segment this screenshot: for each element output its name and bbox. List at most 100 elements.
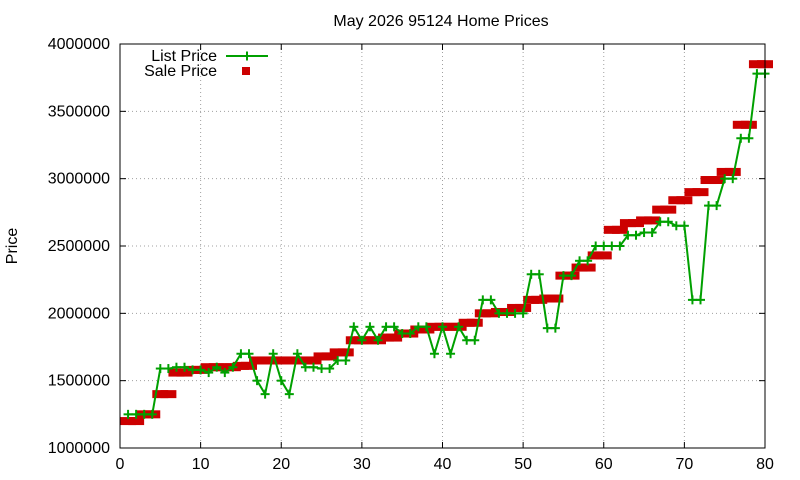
list-price-point bbox=[276, 376, 286, 386]
y-axis-label: Price bbox=[4, 228, 21, 265]
sale-price-point bbox=[740, 120, 757, 129]
list-price-point bbox=[349, 322, 359, 332]
sale-price-point bbox=[684, 188, 701, 197]
legend-entry-list-price: List Price bbox=[151, 48, 268, 65]
sale-price-point bbox=[515, 303, 532, 312]
chart-title: May 2026 95124 Home Prices bbox=[333, 13, 548, 30]
sale-price-point bbox=[708, 176, 725, 185]
list-price-point bbox=[736, 133, 746, 143]
sale-price-point bbox=[305, 356, 322, 365]
list-price-point bbox=[333, 355, 343, 365]
sale-price-point bbox=[200, 363, 217, 372]
sale-price-point bbox=[168, 368, 185, 377]
list-price-point bbox=[131, 409, 141, 419]
sale-price-point bbox=[700, 176, 717, 185]
list-price-point bbox=[196, 365, 206, 375]
list-price-point bbox=[300, 362, 310, 372]
sale-price-point bbox=[571, 263, 588, 272]
list-price-point bbox=[397, 329, 407, 339]
y-tick-label: 2000000 bbox=[48, 305, 110, 322]
sale-price-point bbox=[232, 361, 249, 370]
sale-price-point bbox=[676, 196, 693, 205]
sale-price-point bbox=[241, 361, 257, 370]
sale-price-point bbox=[611, 225, 628, 234]
sale-price-point bbox=[289, 356, 306, 365]
list-price-point bbox=[615, 241, 625, 251]
list-price-point bbox=[534, 269, 544, 279]
list-price-point bbox=[679, 221, 689, 231]
sale-price-point bbox=[426, 322, 443, 331]
list-price-point bbox=[284, 389, 294, 399]
x-tick-label: 40 bbox=[434, 456, 452, 473]
y-tick-label: 2500000 bbox=[48, 238, 110, 255]
sale-price-point bbox=[724, 167, 741, 176]
series-list-price bbox=[123, 69, 770, 419]
sale-price-point bbox=[595, 251, 612, 260]
list-price-point bbox=[752, 69, 762, 79]
sale-price-point bbox=[345, 336, 362, 345]
x-tick-label: 30 bbox=[353, 456, 371, 473]
sale-price-point bbox=[128, 417, 145, 426]
y-tick-label: 4000000 bbox=[48, 36, 110, 53]
list-price-point bbox=[567, 271, 576, 281]
list-price-point bbox=[599, 241, 609, 251]
y-tick-label: 1500000 bbox=[48, 373, 110, 390]
sale-price-point bbox=[273, 356, 290, 365]
list-price-point bbox=[671, 221, 681, 231]
list-price-point bbox=[147, 409, 157, 419]
list-price-point bbox=[607, 241, 617, 251]
list-price-point bbox=[647, 228, 657, 238]
list-price-point bbox=[518, 308, 528, 318]
legend-label: List Price bbox=[151, 48, 217, 65]
list-price-point bbox=[317, 364, 327, 374]
list-price-point bbox=[180, 362, 189, 372]
list-price-point bbox=[244, 349, 254, 359]
list-price-point bbox=[687, 295, 697, 305]
list-price-point bbox=[228, 362, 238, 372]
sale-price-point bbox=[361, 336, 378, 345]
list-price-point bbox=[155, 364, 165, 374]
sale-price-point bbox=[442, 322, 459, 331]
sale-price-point bbox=[482, 309, 499, 318]
sale-price-point bbox=[732, 120, 749, 129]
sale-price-point bbox=[386, 333, 403, 342]
list-price-point bbox=[663, 217, 673, 227]
list-price-point bbox=[413, 322, 423, 332]
list-price-point bbox=[631, 230, 641, 240]
list-price-point bbox=[494, 308, 504, 318]
list-price-point bbox=[325, 364, 335, 374]
list-price-point bbox=[728, 174, 738, 184]
sale-price-point bbox=[337, 348, 354, 357]
sale-price-point bbox=[531, 295, 548, 304]
list-price-point bbox=[462, 335, 472, 345]
list-price-point bbox=[558, 271, 568, 281]
list-price-point bbox=[389, 322, 399, 332]
sale-price-point bbox=[579, 263, 596, 272]
list-price-point bbox=[591, 241, 601, 251]
y-tick-label: 3500000 bbox=[48, 103, 110, 120]
list-price-point bbox=[252, 376, 262, 386]
list-price-point bbox=[712, 201, 722, 211]
list-price-point bbox=[365, 322, 375, 332]
list-price-point bbox=[260, 389, 270, 399]
sale-price-point bbox=[507, 303, 524, 312]
list-price-point bbox=[704, 201, 714, 211]
sale-price-point bbox=[652, 205, 669, 214]
x-tick-label: 0 bbox=[116, 456, 125, 473]
sale-price-point bbox=[466, 318, 483, 327]
sale-price-point bbox=[603, 225, 620, 234]
y-tick-label: 1000000 bbox=[48, 440, 110, 457]
list-price-point bbox=[583, 256, 593, 266]
x-tick-label: 10 bbox=[192, 456, 210, 473]
list-price-point bbox=[486, 295, 496, 305]
list-price-point bbox=[542, 323, 552, 333]
list-price-point bbox=[381, 322, 391, 332]
sale-price-point bbox=[619, 219, 636, 228]
sale-price-point bbox=[628, 219, 644, 228]
list-price-point bbox=[639, 228, 649, 238]
list-price-point bbox=[429, 349, 439, 359]
list-price-point bbox=[341, 355, 351, 365]
